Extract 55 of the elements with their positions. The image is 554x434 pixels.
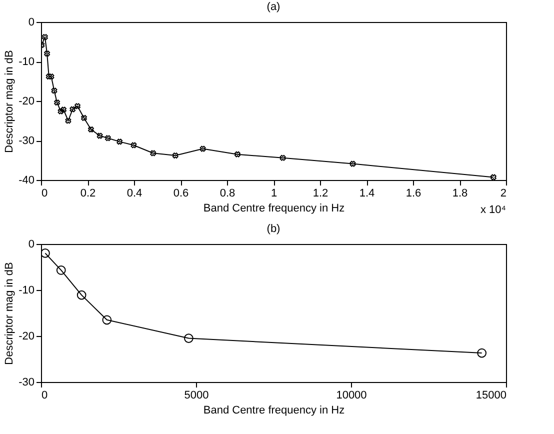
point <box>104 135 111 142</box>
point <box>65 118 72 124</box>
x-tick-label: 15000 <box>476 390 506 402</box>
y-axis-title: Descriptor mag in dB <box>4 262 16 365</box>
y-tick-label: -30 <box>18 376 34 388</box>
x-tick-label: 1.2 <box>312 188 328 200</box>
point <box>60 106 67 113</box>
x-tick-label: 0.4 <box>126 188 142 200</box>
y-tick-label: -10 <box>18 56 34 68</box>
point <box>200 146 206 152</box>
point <box>350 160 356 167</box>
x-tick-label: 0.8 <box>220 188 236 200</box>
x-tick-label: 0.6 <box>173 188 189 200</box>
point <box>58 108 64 114</box>
x-tick-label: 0 <box>42 390 48 402</box>
x-tick-label: 0.2 <box>80 188 96 200</box>
point <box>234 151 240 158</box>
y-tick-label: -20 <box>18 96 34 108</box>
point <box>54 100 60 106</box>
point <box>150 150 156 156</box>
y-tick-label: -10 <box>18 284 34 296</box>
point <box>74 103 80 110</box>
point <box>51 88 58 94</box>
point <box>172 152 178 158</box>
y-tick-label: 0 <box>28 238 34 250</box>
point <box>81 115 87 121</box>
chart-title: (b) <box>266 223 280 235</box>
x-axis-title: Band Centre frequency in Hz <box>203 404 345 416</box>
x-tick-label: 5000 <box>184 390 209 402</box>
point <box>490 174 496 180</box>
y-tick-label: -30 <box>18 135 34 147</box>
y-tick-label: -20 <box>18 330 34 342</box>
x-tick-label: 0 <box>42 188 48 200</box>
point <box>44 50 50 57</box>
chart-title: (a) <box>266 1 280 13</box>
x-tick-label: 1.4 <box>359 188 375 200</box>
x-tick-label: 2 <box>500 188 506 200</box>
point <box>48 74 54 80</box>
x-tick-label: 1.6 <box>406 188 422 200</box>
point <box>88 126 94 132</box>
y-tick-label: 0 <box>28 16 34 28</box>
x-tick-label: 10000 <box>336 390 367 402</box>
point <box>42 34 48 40</box>
point <box>70 106 76 112</box>
point <box>280 154 286 161</box>
x-tick-label: 1.8 <box>452 188 468 200</box>
y-tick-label: -40 <box>18 174 34 186</box>
point <box>130 142 137 148</box>
point <box>46 74 52 80</box>
point <box>96 132 103 139</box>
point <box>116 138 123 145</box>
x-axis-title: Band Centre frequency in Hz <box>203 202 345 214</box>
text: x 10⁴ <box>480 204 506 216</box>
y-axis-title: Descriptor mag in dB <box>4 50 16 153</box>
x-tick-label: 1 <box>270 188 278 200</box>
